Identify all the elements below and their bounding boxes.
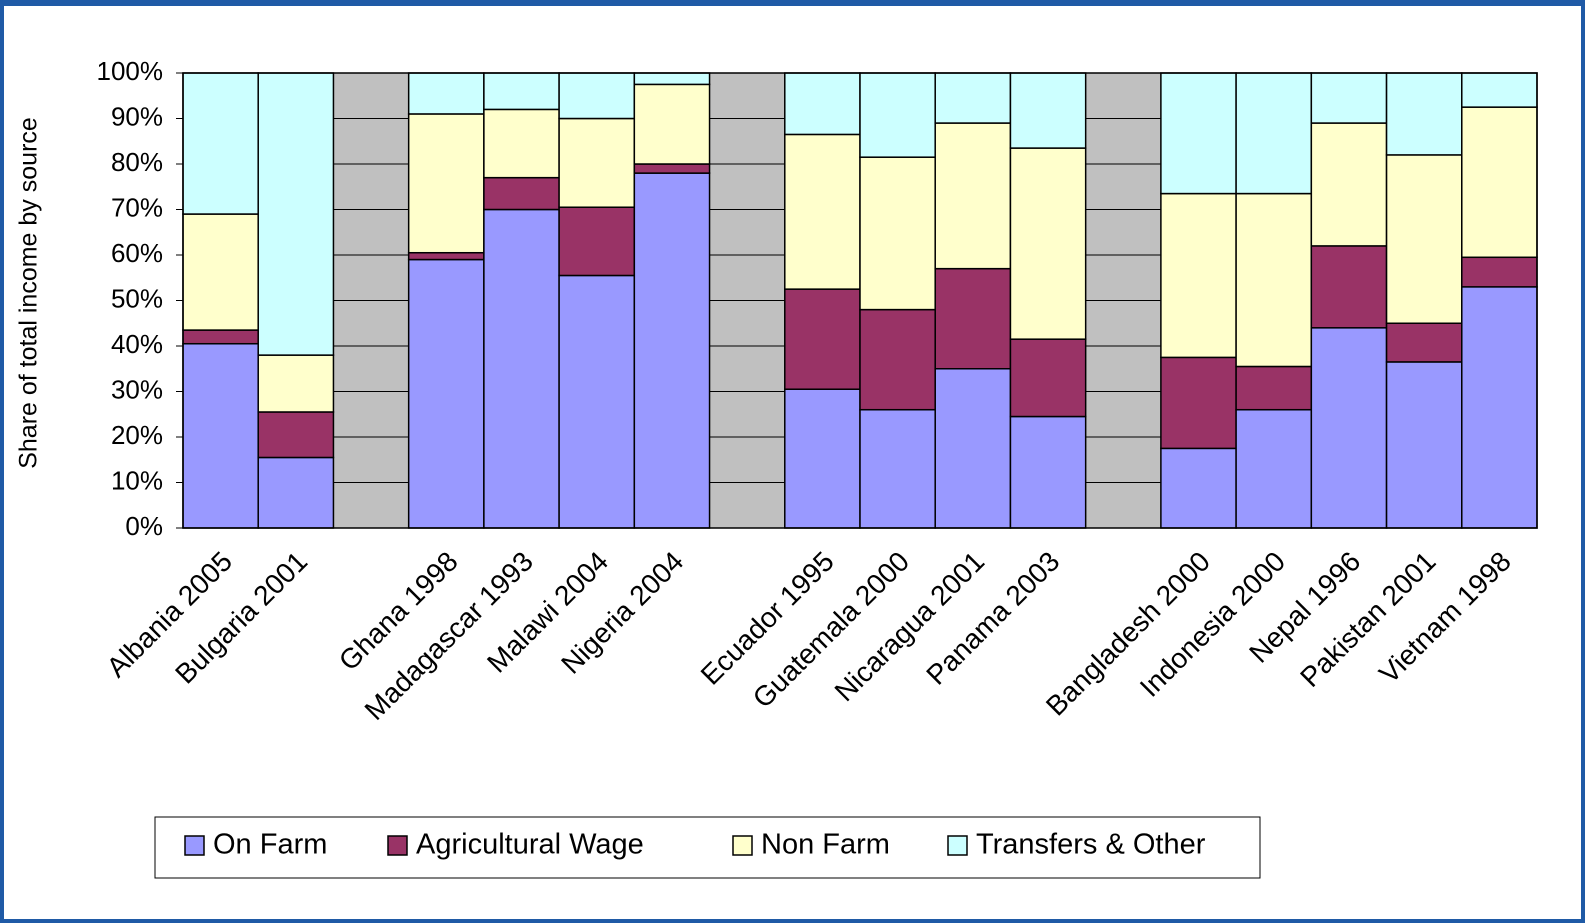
plot-border — [182, 72, 1538, 529]
bar-segment — [558, 117, 636, 208]
bar-segment — [1461, 106, 1538, 259]
bar-segment — [633, 172, 711, 529]
y-tick-label: 50% — [111, 283, 163, 313]
bar-segment — [407, 72, 485, 115]
bar-segment — [182, 329, 259, 345]
y-tick-label: 30% — [111, 374, 163, 404]
bar-segment — [1385, 72, 1463, 156]
y-tick-label: 60% — [111, 238, 163, 268]
bar-segment — [1310, 245, 1388, 329]
bar-segment — [934, 368, 1012, 529]
bar-segment — [483, 176, 560, 211]
y-tick-label: 20% — [111, 420, 163, 450]
bar-segment — [784, 288, 861, 390]
legend-label: Agricultural Wage — [416, 829, 644, 861]
bar-segment — [859, 408, 936, 529]
bar-segment — [407, 113, 485, 254]
bar-segment — [1160, 72, 1237, 195]
legend-label: On Farm — [213, 829, 327, 861]
bar-segment — [633, 72, 711, 86]
bar-segment — [1160, 447, 1237, 529]
bar-segment — [784, 133, 861, 290]
legend-swatch — [184, 835, 205, 856]
bar-segment — [257, 354, 335, 413]
bar-segment — [1235, 72, 1313, 195]
bar-segment — [483, 108, 560, 179]
legend-label: Transfers & Other — [976, 829, 1206, 861]
bar-segment — [1009, 415, 1087, 529]
bar-segment — [1385, 361, 1463, 529]
bar-segment — [1009, 338, 1087, 418]
bar-segment — [1160, 356, 1237, 450]
bar-segment — [934, 72, 1012, 124]
y-tick-label: 80% — [111, 147, 163, 177]
bar-segment — [1461, 256, 1538, 288]
bar-segment — [859, 156, 936, 311]
bar-segment — [859, 308, 936, 411]
y-tick-label: 90% — [111, 101, 163, 131]
bar-segment — [1310, 327, 1388, 529]
bar-segment — [558, 72, 636, 120]
y-axis-label: Share of total income by source — [15, 117, 43, 469]
bar-segment — [633, 83, 711, 165]
bar-segment — [1461, 286, 1538, 529]
y-tick-label: 100% — [97, 56, 164, 86]
legend-swatch — [387, 835, 408, 856]
bar-segment — [1009, 147, 1087, 340]
legend-label: Non Farm — [761, 829, 890, 861]
bar-segment — [859, 72, 936, 158]
bar-segment — [407, 251, 485, 261]
bar-segment — [1009, 72, 1087, 149]
y-tick-label: 70% — [111, 192, 163, 222]
y-tick-label: 0% — [125, 511, 163, 541]
legend-swatch — [947, 835, 968, 856]
bar-segment — [558, 206, 636, 277]
bar-segment — [407, 258, 485, 529]
top-bar — [0, 0, 1585, 6]
bar-segment — [483, 72, 560, 111]
bar-segment — [633, 163, 711, 174]
y-tick-label: 10% — [111, 465, 163, 495]
bar-segment — [1310, 122, 1388, 247]
bar-segment — [257, 72, 335, 356]
bar-segment — [1385, 322, 1463, 363]
bar-segment — [257, 456, 335, 529]
bar-segment — [257, 411, 335, 459]
bar-segment — [1235, 365, 1313, 411]
bar-segment — [1235, 408, 1313, 529]
bar-segment — [1310, 72, 1388, 124]
bar-segment — [934, 122, 1012, 270]
legend-swatch — [732, 835, 753, 856]
bar-segment — [784, 388, 861, 529]
legend-box — [154, 816, 1261, 879]
bar-segment — [1235, 192, 1313, 368]
bar-segment — [1461, 72, 1538, 108]
bar-segment — [558, 274, 636, 529]
bar-segment — [1160, 192, 1237, 359]
bar-segment — [934, 267, 1012, 370]
bar-segment — [784, 72, 861, 136]
bar-segment — [182, 342, 259, 529]
y-tick-label: 40% — [111, 329, 163, 359]
bar-segment — [182, 72, 259, 215]
bar-segment — [1385, 154, 1463, 324]
bar-segment — [483, 208, 560, 529]
bar-segment — [182, 213, 259, 331]
